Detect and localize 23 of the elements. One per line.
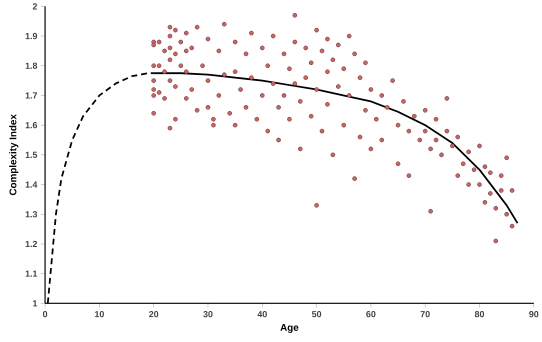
y-tick-label: 1.7 [26, 92, 38, 98]
x-tick-label: 50 [312, 310, 322, 318]
y-tick-label: 1.4 [26, 181, 38, 188]
x-tick-label: 40 [258, 310, 267, 318]
y-tick-label: 1.8 [26, 62, 38, 69]
x-tick-label: 30 [203, 310, 213, 318]
y-tick-label: 1.9 [26, 32, 38, 40]
y-tick-label: 1.2 [26, 240, 38, 247]
y-tick-label: 1.5 [26, 152, 38, 158]
y-tick-label: 1.1 [26, 270, 38, 277]
x-tick-label: 70 [420, 310, 430, 318]
x-tick-label: 60 [366, 310, 376, 318]
x-tick-label: 80 [474, 310, 484, 318]
x-tick-label: 10 [95, 310, 104, 318]
x-tick-label: 20 [149, 310, 158, 318]
y-axis-title: Complexity Index [9, 114, 18, 196]
x-tick-label: 90 [529, 310, 538, 318]
x-axis-title: Age [280, 324, 298, 333]
y-tick-label: 1.6 [26, 122, 38, 128]
x-tick-label: 0 [42, 310, 48, 318]
y-tick-label: 2 [32, 3, 38, 10]
y-tick-label: 1 [33, 300, 38, 306]
y-tick-label: 1.3 [26, 211, 38, 218]
